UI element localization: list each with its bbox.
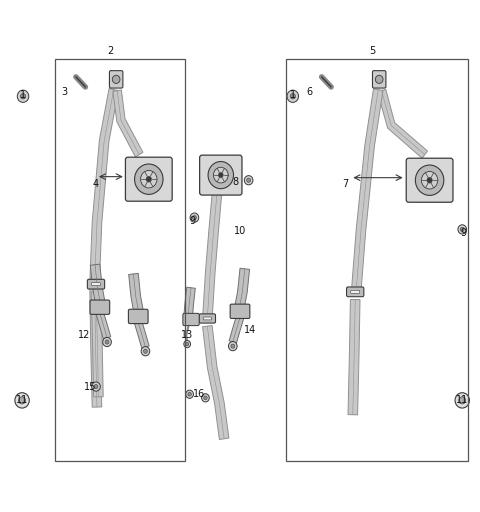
FancyBboxPatch shape (406, 158, 453, 202)
Circle shape (15, 393, 29, 408)
Circle shape (94, 385, 98, 389)
Polygon shape (134, 322, 149, 348)
Text: 1: 1 (290, 90, 296, 100)
Circle shape (415, 165, 444, 196)
FancyBboxPatch shape (372, 71, 386, 88)
Text: 16: 16 (193, 389, 205, 399)
Text: 4: 4 (93, 179, 99, 189)
Text: 6: 6 (307, 87, 312, 97)
Polygon shape (91, 292, 103, 397)
Circle shape (204, 396, 207, 400)
Circle shape (214, 167, 228, 183)
Circle shape (192, 216, 196, 220)
Polygon shape (234, 268, 250, 311)
Circle shape (21, 94, 25, 99)
Text: 14: 14 (243, 325, 256, 335)
Text: 1: 1 (20, 90, 26, 100)
Circle shape (208, 161, 234, 189)
Circle shape (141, 170, 157, 188)
Text: 5: 5 (369, 46, 375, 56)
Circle shape (112, 75, 120, 83)
Circle shape (190, 213, 199, 222)
FancyBboxPatch shape (183, 313, 199, 326)
Circle shape (19, 397, 25, 404)
Polygon shape (203, 193, 222, 319)
Polygon shape (90, 284, 102, 407)
Circle shape (247, 178, 251, 182)
Circle shape (244, 176, 253, 185)
FancyBboxPatch shape (230, 304, 250, 318)
FancyBboxPatch shape (87, 280, 105, 289)
FancyBboxPatch shape (203, 317, 212, 320)
Text: 11: 11 (456, 395, 468, 406)
Circle shape (287, 90, 299, 102)
Circle shape (146, 176, 152, 182)
FancyBboxPatch shape (199, 314, 216, 323)
Circle shape (141, 347, 150, 356)
Text: 11: 11 (16, 395, 28, 406)
Text: 10: 10 (234, 226, 246, 237)
Bar (55, 59, 185, 461)
Circle shape (290, 94, 295, 99)
Circle shape (427, 177, 432, 183)
Circle shape (218, 173, 223, 178)
FancyBboxPatch shape (90, 300, 109, 314)
Polygon shape (377, 89, 428, 158)
Text: 2: 2 (107, 46, 114, 56)
Circle shape (92, 382, 100, 391)
Polygon shape (90, 89, 119, 284)
Circle shape (460, 227, 464, 231)
FancyBboxPatch shape (129, 309, 148, 324)
Polygon shape (113, 90, 143, 157)
Bar (286, 59, 468, 461)
Circle shape (17, 90, 29, 102)
FancyBboxPatch shape (347, 287, 364, 297)
Polygon shape (351, 89, 383, 292)
Circle shape (105, 340, 109, 344)
Polygon shape (348, 300, 360, 415)
Text: 8: 8 (232, 177, 238, 187)
Circle shape (186, 343, 189, 346)
Circle shape (103, 337, 111, 347)
FancyBboxPatch shape (109, 71, 123, 88)
Circle shape (188, 392, 192, 396)
Circle shape (458, 225, 467, 234)
Text: 9: 9 (460, 228, 466, 238)
Circle shape (455, 393, 469, 408)
Circle shape (375, 75, 383, 83)
Polygon shape (184, 287, 195, 318)
Circle shape (134, 164, 163, 195)
FancyBboxPatch shape (125, 157, 172, 201)
FancyBboxPatch shape (351, 290, 360, 293)
FancyBboxPatch shape (200, 155, 242, 195)
Circle shape (231, 344, 235, 348)
Polygon shape (129, 273, 144, 316)
Polygon shape (90, 264, 106, 307)
Polygon shape (229, 316, 244, 343)
Circle shape (184, 340, 191, 348)
Circle shape (459, 397, 466, 404)
Text: 3: 3 (62, 87, 68, 97)
Circle shape (144, 349, 147, 353)
Polygon shape (96, 312, 111, 339)
Circle shape (202, 394, 209, 402)
Circle shape (186, 390, 193, 398)
Polygon shape (203, 326, 229, 439)
Circle shape (228, 342, 237, 351)
Text: 7: 7 (342, 179, 349, 189)
Text: 15: 15 (84, 381, 96, 392)
Text: 13: 13 (181, 330, 193, 340)
Text: 9: 9 (189, 216, 195, 226)
Circle shape (421, 172, 438, 189)
FancyBboxPatch shape (92, 283, 100, 286)
Text: 12: 12 (78, 330, 90, 340)
